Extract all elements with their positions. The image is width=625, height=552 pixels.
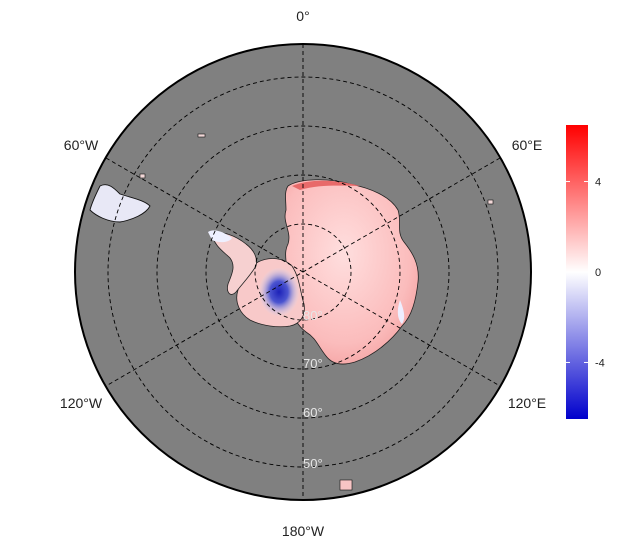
lat-label-80: 80° [303, 308, 323, 323]
lon-label-120w: 120°W [60, 395, 103, 411]
colorbar-tick-label: 4 [595, 177, 601, 189]
colorbar: 4 0 -4 [566, 125, 605, 419]
lon-label-60w: 60°W [64, 137, 99, 153]
lon-label-0: 0° [296, 8, 309, 24]
lon-label-180w: 180°W [282, 523, 325, 539]
lat-label-50: 50° [303, 456, 323, 471]
lat-circle-60 [156, 125, 450, 419]
colorbar-gradient [566, 125, 588, 419]
colorbar-tick-label: -4 [595, 357, 605, 369]
lat-circle-50 [107, 76, 499, 468]
island-macquarie [339, 479, 353, 491]
colorbar-ticks: 4 0 -4 [566, 177, 605, 369]
meridian-lines [105, 44, 501, 500]
meridian-60w-120e [105, 157, 501, 387]
island-south-orkney [139, 173, 146, 179]
antarctic-peninsula [211, 232, 257, 295]
latitude-circles [107, 76, 499, 468]
coastal-warm-band [292, 180, 360, 190]
lat-label-70: 70° [303, 356, 323, 371]
east-coast-cool-fringe [397, 300, 405, 324]
map-rim [74, 43, 532, 501]
island-sandwich [197, 133, 206, 138]
lat-circle-70 [205, 174, 401, 370]
colorbar-tick-label: 0 [595, 267, 601, 279]
cold-anomaly-patch [259, 268, 299, 316]
lon-label-60e: 60°E [512, 137, 543, 153]
lon-label-120e: 120°E [508, 395, 546, 411]
lat-circle-80 [254, 223, 352, 321]
island-east [487, 199, 494, 205]
lat-label-60: 60° [303, 405, 323, 420]
